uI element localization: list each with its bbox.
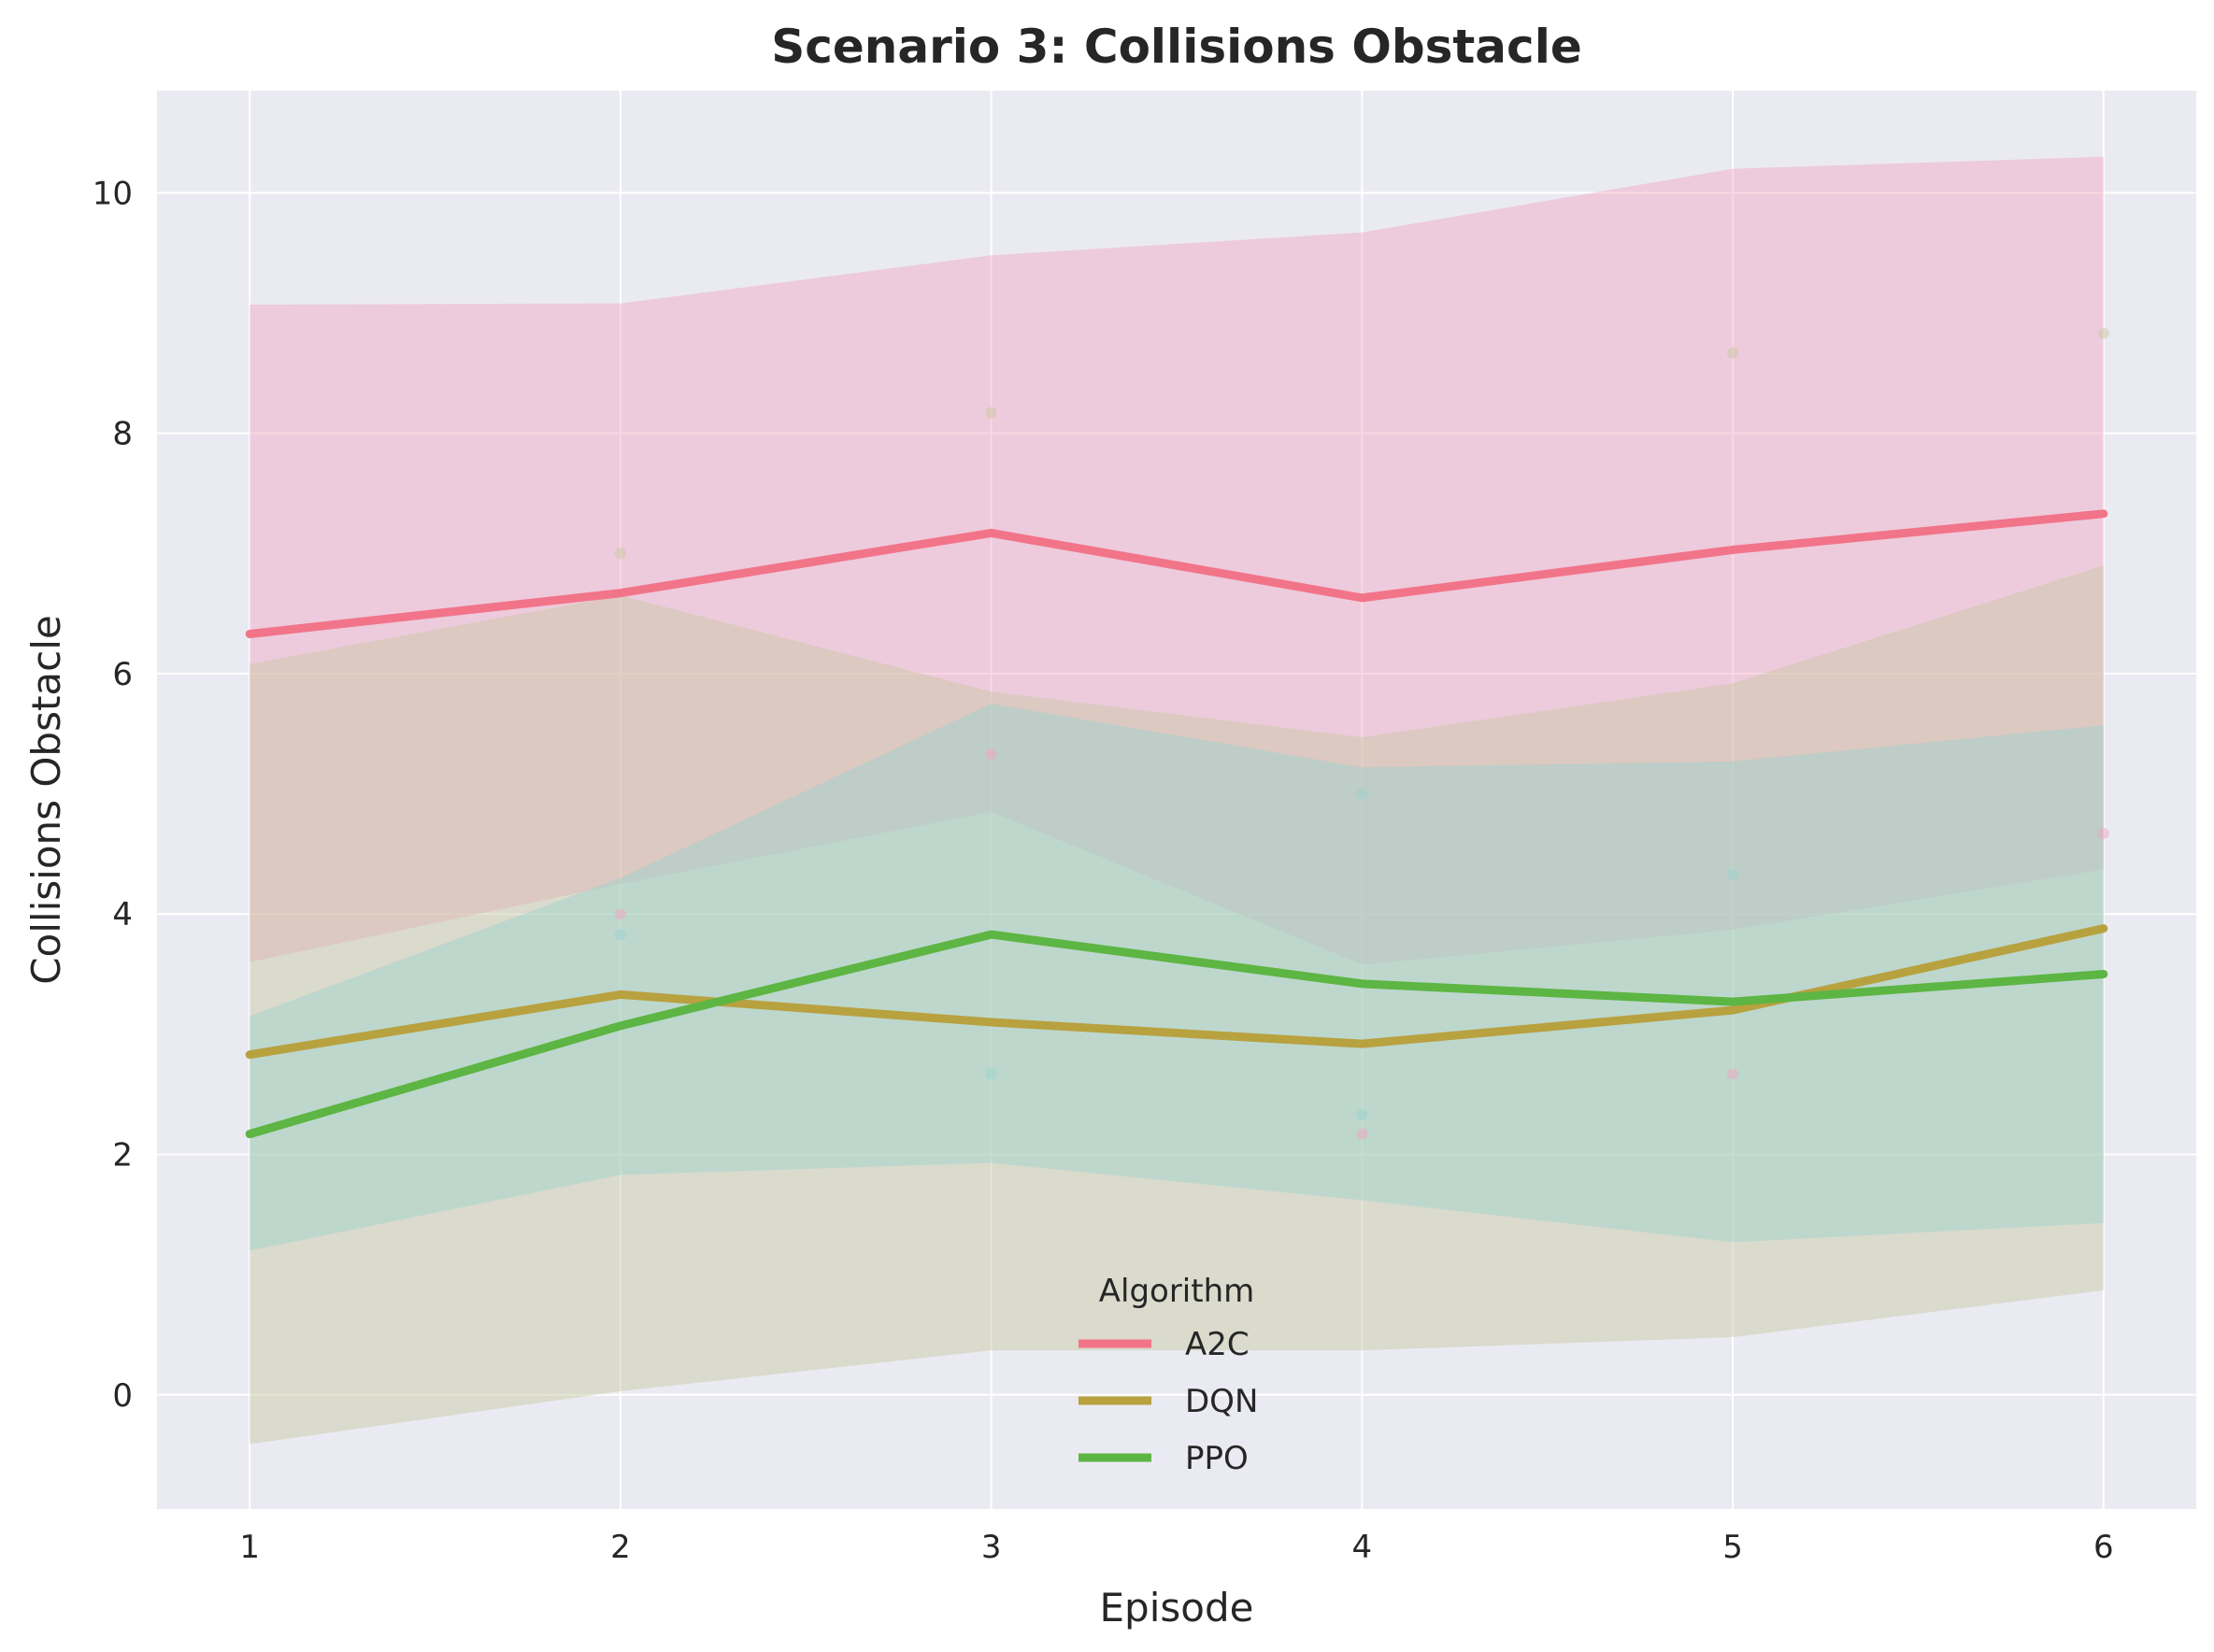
point-dqn [1727,347,1739,359]
plot-background [157,91,2196,1509]
confidence-bands [250,156,2104,1445]
grid [157,91,2196,1509]
y-tick-label: 2 [112,1137,133,1175]
x-tick-label: 6 [2093,1529,2114,1566]
legend-label-a2c: A2C [1185,1326,1250,1363]
y-tick-label: 6 [112,656,133,693]
point-ppo [985,1068,997,1080]
line-a2c [245,509,2108,638]
point-ppo [1356,1109,1368,1121]
legend-label-ppo: PPO [1185,1440,1249,1477]
x-tick-labels: 1 2 3 4 5 6 [239,1529,2113,1566]
x-tick-label: 1 [239,1529,260,1566]
y-tick-label: 4 [112,896,133,933]
band-ppo [250,704,2104,1251]
point-a2c [1356,1128,1368,1140]
chart-title: Scenario 3: Collisions Obstacle [771,20,1582,74]
y-tick-label: 8 [112,416,133,453]
band-a2c [250,156,2104,965]
x-tick-label: 2 [610,1529,631,1566]
point-dqn [2097,327,2109,339]
x-tick-label: 4 [1352,1529,1373,1566]
point-dqn [985,406,997,419]
point-a2c [2097,828,2109,840]
legend-label-dqn: DQN [1185,1383,1258,1420]
point-ppo [1727,868,1739,880]
line-ppo [245,930,2108,1139]
point-a2c [985,748,997,761]
series-lines [245,509,2108,1139]
y-tick-labels: 0 2 4 6 8 10 [93,175,133,1414]
point-ppo [1356,788,1368,800]
x-tick-label: 3 [981,1529,1002,1566]
y-tick-label: 0 [112,1377,133,1415]
y-tick-label: 10 [93,175,133,212]
point-ppo [614,929,626,941]
band-dqn [250,565,2104,1445]
legend-title: Algorithm [1099,1273,1255,1310]
x-tick-label: 5 [1722,1529,1743,1566]
x-axis-title: Episode [1100,1585,1254,1631]
point-a2c [614,908,626,920]
y-axis-title: Collisions Obstacle [23,615,69,985]
point-a2c [1727,1068,1739,1080]
legend: Algorithm A2C DQN PPO [1078,1273,1258,1477]
scatter-points [614,327,2109,1140]
point-dqn [614,548,626,560]
